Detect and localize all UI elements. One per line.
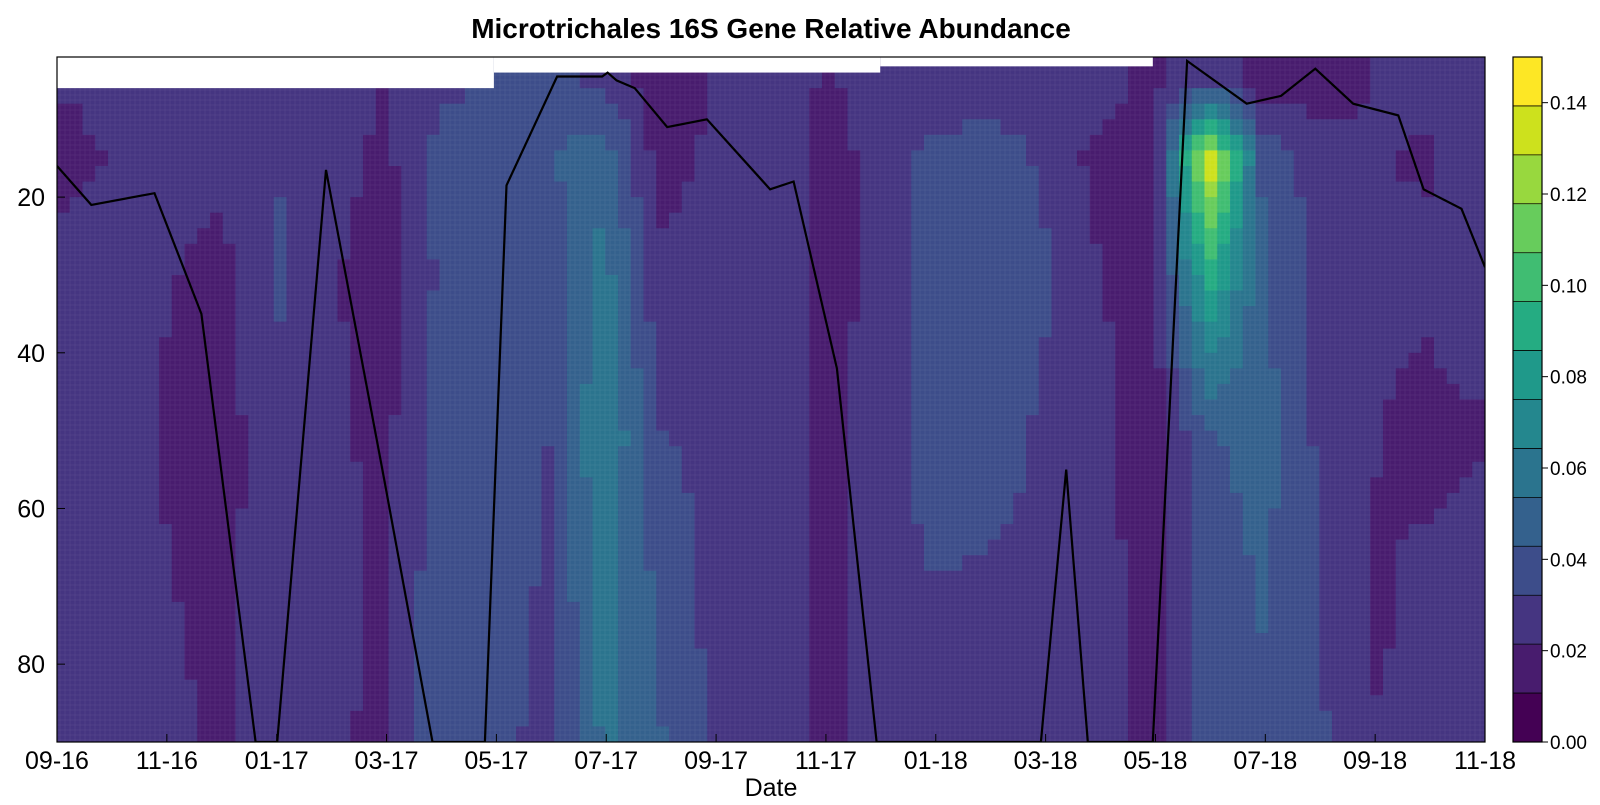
x-tick-label: 09-16 [25, 747, 89, 775]
x-tick-label: 11-16 [136, 747, 198, 775]
colorbar-swatch [1513, 546, 1542, 595]
x-tick-label: 01-18 [904, 747, 968, 775]
chart-title: Microtrichales 16S Gene Relative Abundan… [471, 13, 1071, 44]
colorbar-swatch [1513, 595, 1542, 644]
colorbar-swatch [1513, 106, 1542, 155]
colorbar-swatch [1513, 400, 1542, 449]
x-tick-label: 09-18 [1343, 747, 1407, 775]
no-data-region [880, 57, 1153, 66]
x-tick-label: 09-17 [684, 747, 748, 775]
no-data-region [57, 57, 494, 88]
x-tick-label: 07-17 [574, 747, 638, 775]
x-tick-label: 03-17 [355, 747, 419, 775]
colorbar-swatch [1513, 302, 1542, 351]
x-tick-label: 03-18 [1014, 747, 1078, 775]
heatmap-grid-texture [57, 57, 1485, 742]
colorbar-swatch [1513, 448, 1542, 497]
colorbar-swatch [1513, 693, 1542, 742]
x-tick-label: 11-18 [1454, 747, 1516, 775]
x-tick-label: 07-18 [1233, 747, 1297, 775]
colorbar-swatch [1513, 497, 1542, 546]
x-tick-label: 05-17 [464, 747, 528, 775]
colorbar-swatch [1513, 155, 1542, 204]
colorbar-swatch [1513, 204, 1542, 253]
x-tick-label: 01-17 [245, 747, 309, 775]
colorbar-swatch [1513, 253, 1542, 302]
y-tick-label: 60 [17, 495, 45, 523]
colorbar-swatch [1513, 644, 1542, 693]
colorbar: 0.000.020.040.060.080.100.120.14 [1513, 57, 1587, 754]
x-tick-label: 11-17 [795, 747, 857, 775]
y-tick-label: 20 [17, 184, 45, 212]
colorbar-swatch [1513, 57, 1542, 106]
x-axis-label: Date [745, 774, 798, 800]
x-tick-label: 05-18 [1123, 747, 1187, 775]
y-tick-label: 80 [17, 651, 45, 679]
no-data-region [494, 57, 880, 73]
y-tick-label: 40 [17, 340, 45, 368]
colorbar-swatch [1513, 351, 1542, 400]
